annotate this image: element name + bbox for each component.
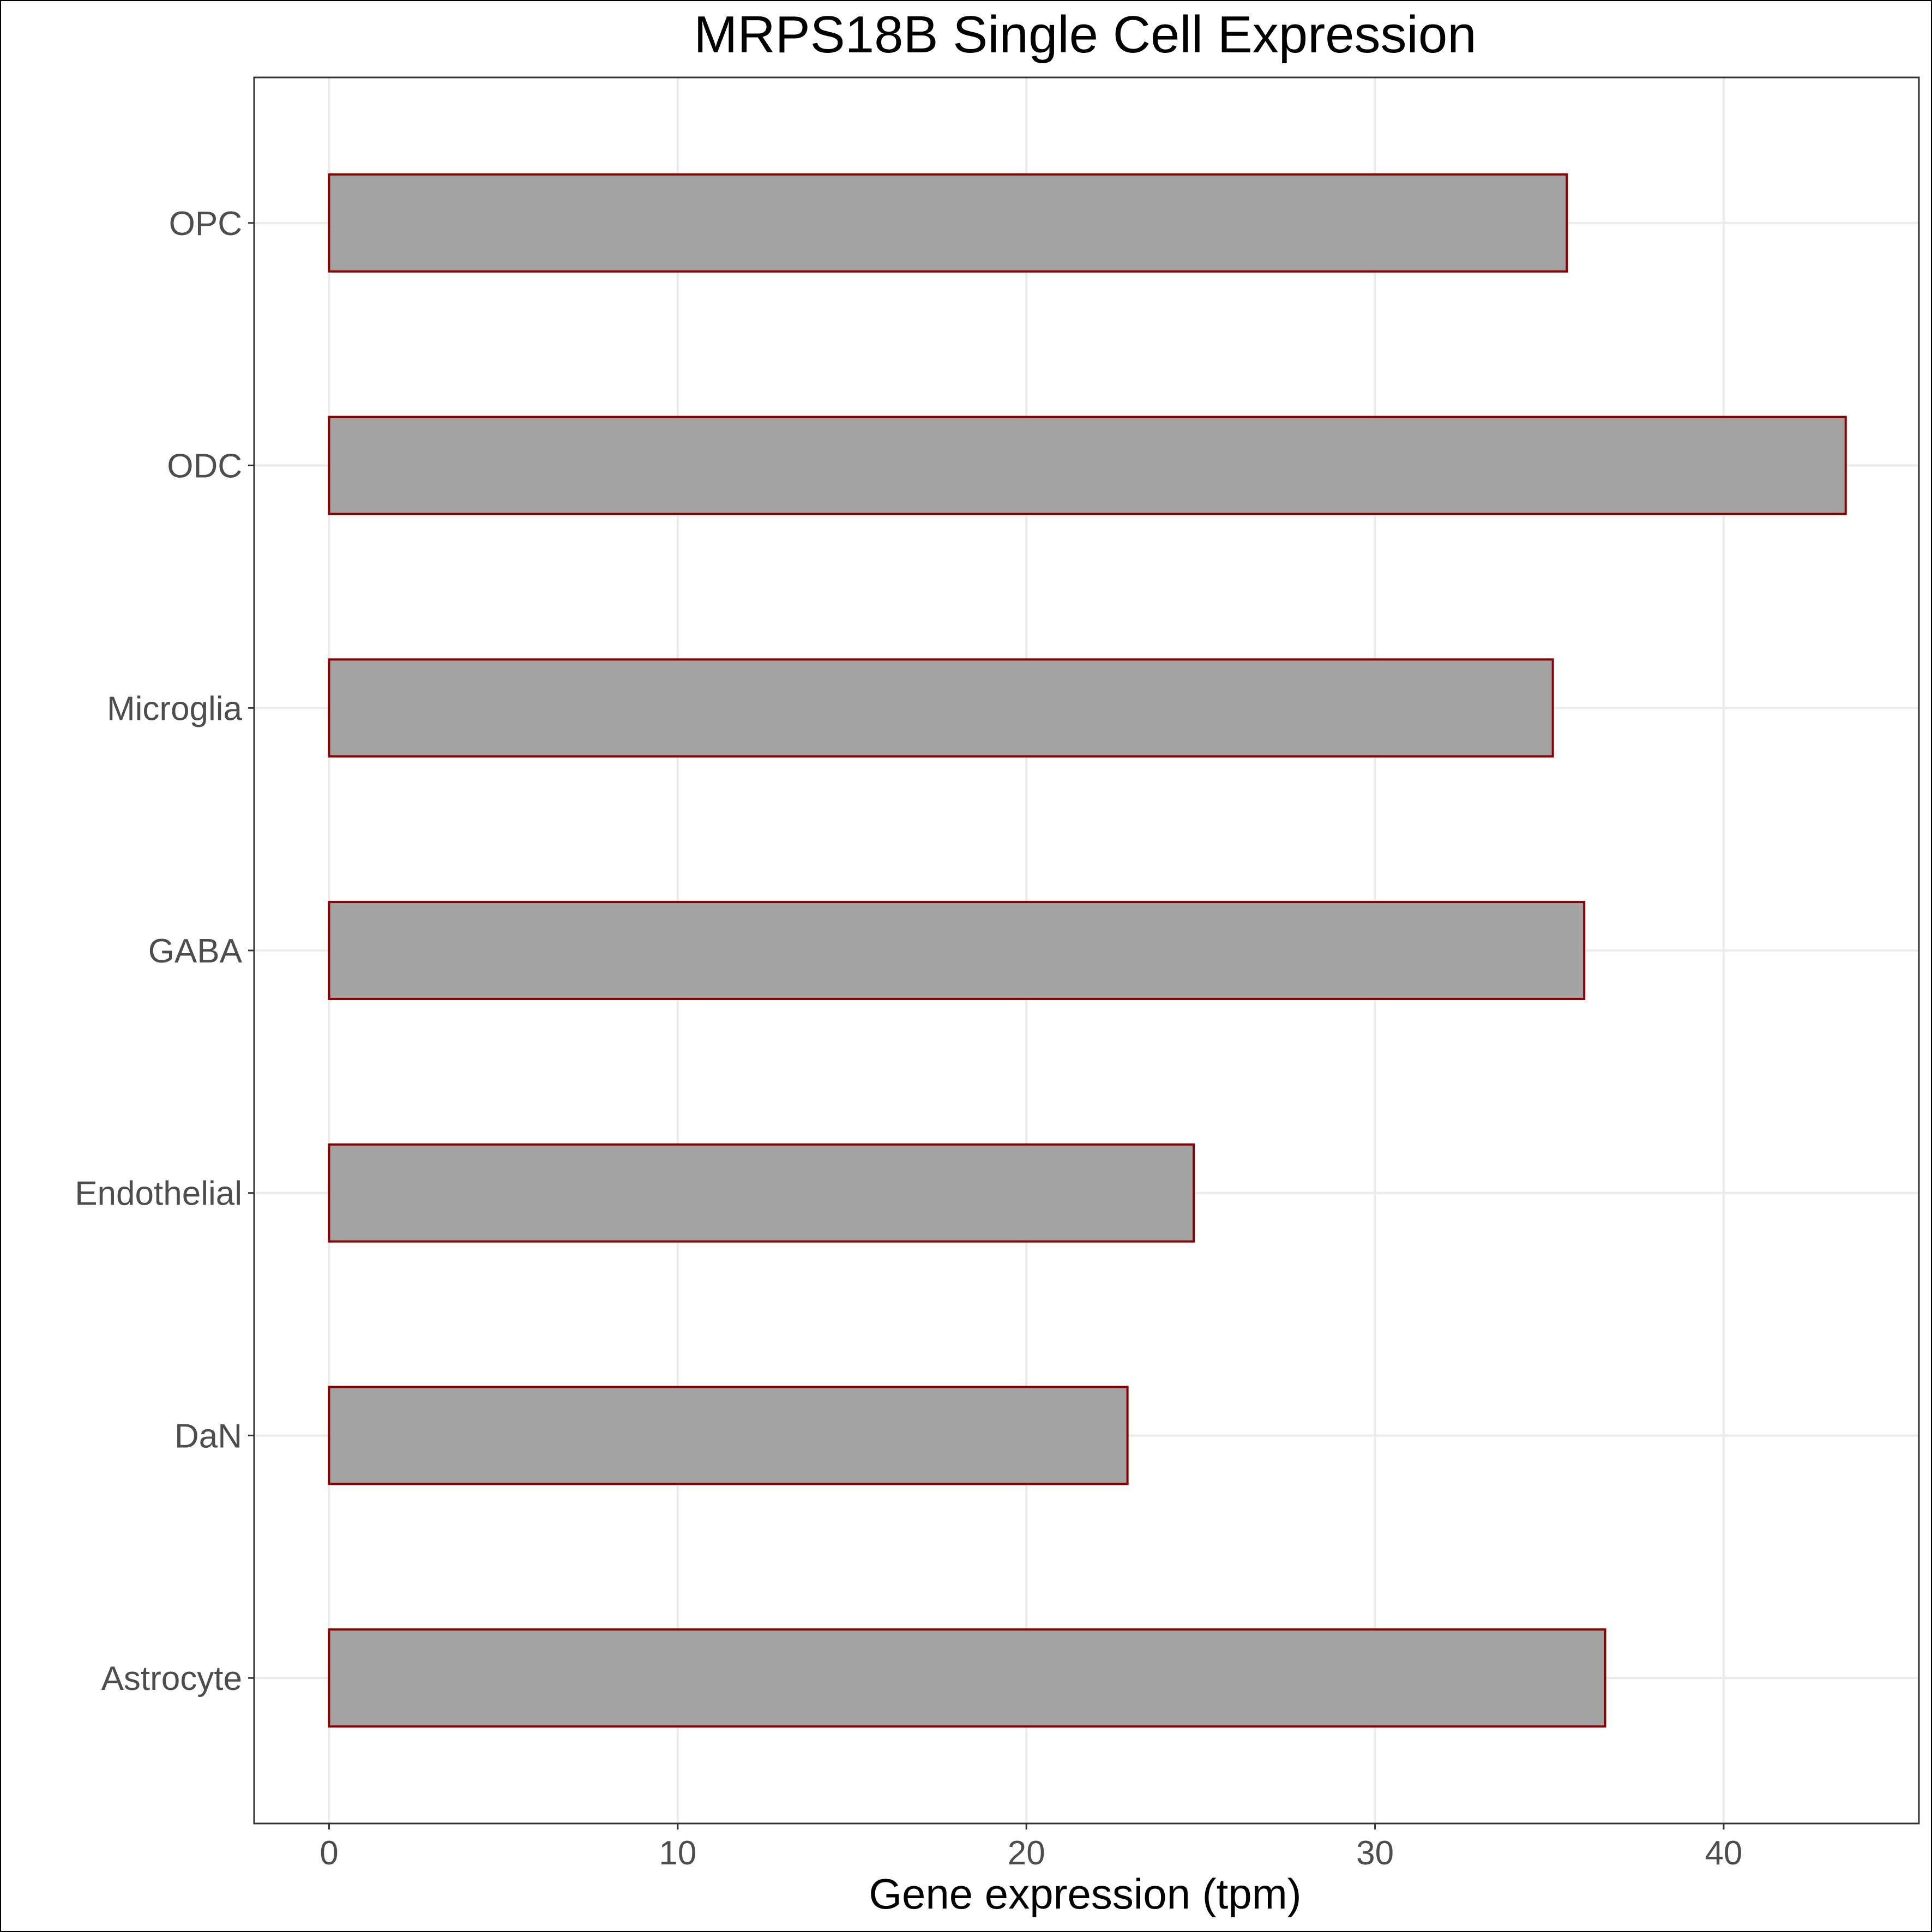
x-axis-ticks: 0 10 20 30 40	[320, 1823, 1742, 1872]
bar-odc	[328, 416, 1847, 515]
x-tick-label: 0	[320, 1834, 338, 1872]
y-tick-label: ODC	[167, 448, 242, 485]
y-tick-label: Astrocyte	[101, 1660, 242, 1698]
x-tick-label: 20	[1008, 1834, 1045, 1872]
y-tick-label: OPC	[169, 205, 242, 243]
bars	[328, 173, 1847, 1728]
bar-microglia	[328, 658, 1554, 758]
chart-title: MRPS18B Single Cell Expression	[694, 5, 1476, 64]
x-tick-label: 40	[1705, 1834, 1742, 1872]
bar-dan	[328, 1386, 1129, 1485]
y-tick-label: GABA	[148, 932, 243, 970]
x-axis-label: Gene expression (tpm)	[869, 1870, 1301, 1918]
x-tick-label: 30	[1356, 1834, 1394, 1872]
y-tick-label: DaN	[174, 1417, 242, 1455]
bar-opc	[328, 173, 1568, 273]
bar-astrocyte	[328, 1628, 1606, 1728]
x-tick-label: 10	[659, 1834, 696, 1872]
bar-gaba	[328, 901, 1586, 1000]
bar-endothelial	[328, 1143, 1195, 1243]
y-axis-ticks: Astrocyte DaN Endothelial GABA Microglia ODC O…	[75, 205, 254, 1698]
y-tick-label: Endothelial	[75, 1175, 242, 1213]
y-tick-label: Microglia	[107, 690, 243, 727]
